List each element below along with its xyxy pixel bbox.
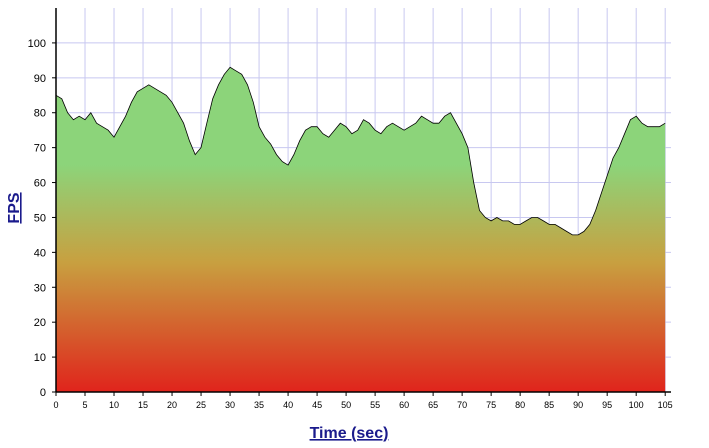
- y-tick-label: 0: [40, 387, 46, 399]
- y-tick-label: 20: [34, 317, 46, 329]
- y-tick-label: 10: [34, 352, 46, 364]
- x-tick-label: 75: [486, 400, 496, 410]
- y-axis-title: FPS: [6, 192, 23, 223]
- x-tick-label: 35: [254, 400, 264, 410]
- y-tick-label: 70: [34, 143, 46, 155]
- x-tick-label: 70: [457, 400, 467, 410]
- x-axis-title: Time (sec): [310, 425, 389, 442]
- x-tick-label: 25: [196, 400, 206, 410]
- x-tick-label: 65: [428, 400, 438, 410]
- y-tick-label: 80: [34, 108, 46, 120]
- x-tick-label: 20: [167, 400, 177, 410]
- x-tick-label: 105: [658, 400, 673, 410]
- y-tick-label: 100: [28, 38, 46, 50]
- x-tick-labels: 0 5 10 15 20 25 30 35 40 45 50 55 60 65 70 75 80 85 90 95 10…: [53, 392, 673, 410]
- x-tick-label: 60: [399, 400, 409, 410]
- y-tick-label: 30: [34, 282, 46, 294]
- x-tick-label: 10: [109, 400, 119, 410]
- x-tick-label: 80: [515, 400, 525, 410]
- fps-area-fill: [56, 67, 666, 393]
- y-tick-label: 60: [34, 178, 46, 190]
- x-tick-label: 45: [312, 400, 322, 410]
- x-tick-label: 90: [573, 400, 583, 410]
- fps-series-line: [55, 66, 666, 236]
- y-tick-label: 40: [34, 247, 46, 259]
- x-tick-label: 55: [370, 400, 380, 410]
- y-tick-label: 90: [34, 73, 46, 85]
- x-tick-label: 85: [544, 400, 554, 410]
- x-tick-label: 0: [53, 400, 58, 410]
- y-tick-labels: 0 10 20 30 40 50 60 70 80 90 100: [28, 38, 56, 399]
- x-tick-label: 50: [341, 400, 351, 410]
- x-tick-label: 15: [138, 400, 148, 410]
- x-tick-label: 40: [283, 400, 293, 410]
- x-tick-label: 95: [602, 400, 612, 410]
- y-tick-label: 50: [34, 212, 46, 224]
- x-tick-label: 100: [629, 400, 644, 410]
- x-tick-label: 30: [225, 400, 235, 410]
- x-tick-label: 5: [83, 400, 88, 410]
- axes: [55, 8, 671, 393]
